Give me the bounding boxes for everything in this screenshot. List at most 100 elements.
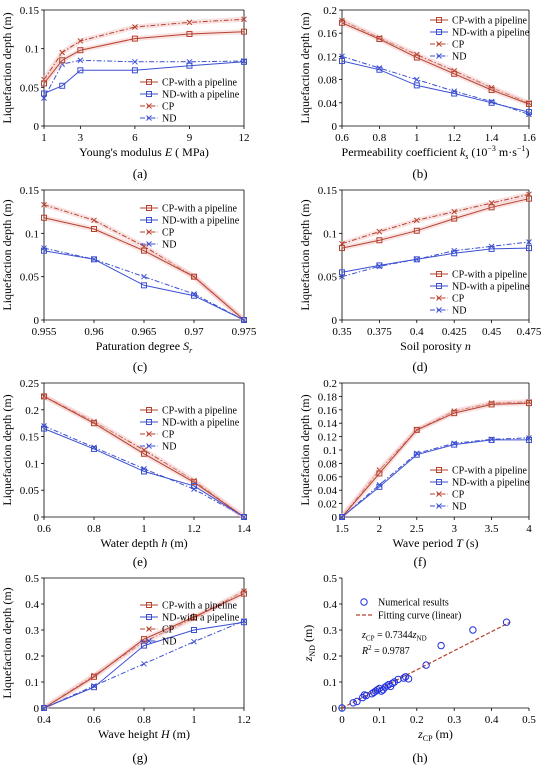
data-point <box>191 292 197 299</box>
legend-marker <box>436 295 442 301</box>
legend-marker <box>146 229 152 235</box>
data-point <box>186 62 193 69</box>
data-point <box>451 250 458 257</box>
data-point <box>91 684 97 691</box>
x-tick-label: 1.6 <box>522 132 536 144</box>
y-tick-label: 0.04 <box>318 98 338 110</box>
data-point <box>59 49 66 56</box>
legend-label: ND-with a pipeline <box>162 90 240 101</box>
data-point <box>413 217 420 224</box>
data-point <box>488 204 495 211</box>
x-tick-label: 2 <box>377 523 383 535</box>
y-tick-label: 0 <box>332 121 338 133</box>
x-axis-label: Wave height H (m) <box>98 727 190 741</box>
data-point <box>526 109 532 116</box>
legend-label: CP-with a pipeline <box>162 204 238 215</box>
legend-marker <box>146 602 152 608</box>
y-tick-label: 0.12 <box>318 432 337 444</box>
scatter-point <box>388 679 397 687</box>
series-line <box>341 22 530 105</box>
scatter-point <box>371 687 380 695</box>
legend-marker <box>146 638 152 644</box>
x-tick-label: 0.475 <box>517 326 542 338</box>
legend-marker <box>146 217 152 223</box>
legend-label: ND-with a pipeline <box>452 282 530 293</box>
series-nd <box>41 619 247 711</box>
data-point <box>526 245 532 252</box>
data-point <box>191 638 197 645</box>
legend-label: ND <box>162 442 176 453</box>
legend-label: Fitting curve (linear) <box>378 611 461 622</box>
legend-label: ND-with a pipeline <box>452 28 530 39</box>
panel-label: (d) <box>412 359 427 374</box>
data-point <box>77 47 84 54</box>
series-cp <box>339 195 532 252</box>
series-nd <box>41 58 247 97</box>
y-tick-label: 0.4 <box>323 599 337 611</box>
y-axis-label: Liquefaction depth (m) <box>298 12 312 123</box>
y-tick-label: 0.15 <box>318 185 338 197</box>
data-point <box>41 425 47 432</box>
legend-label: CP-with a pipeline <box>452 466 528 477</box>
series-line <box>43 250 245 321</box>
series-line <box>341 55 530 115</box>
y-tick-label: 0.05 <box>20 82 40 94</box>
legend-label: CP <box>162 228 175 239</box>
legend-marker <box>436 41 442 47</box>
legend-marker <box>436 17 442 23</box>
legend-label: CP-with a pipeline <box>162 78 238 89</box>
data-point <box>41 80 47 87</box>
y-axis-label: zND (m) <box>301 625 317 663</box>
x-tick-label: 0.425 <box>442 326 467 338</box>
x-tick-label: 1 <box>414 132 420 144</box>
y-tick-label: 0.2 <box>25 651 39 663</box>
x-tick-label: 0.3 <box>447 714 461 726</box>
y-tick-label: 0.02 <box>318 499 337 511</box>
y-tick-label: 0 <box>34 315 40 327</box>
data-point <box>451 410 458 417</box>
legend-label: ND <box>162 637 176 648</box>
series-nd <box>339 436 532 520</box>
x-tick-label: 0.4 <box>410 326 424 338</box>
scatter-point <box>404 675 413 683</box>
data-point <box>241 16 247 23</box>
data-point <box>241 514 247 520</box>
legend-label: CP <box>162 430 175 441</box>
legend-marker <box>436 53 442 59</box>
y-tick-label: 0 <box>34 703 40 715</box>
y-tick-label: 0.1 <box>25 44 39 56</box>
scatter-point <box>502 618 511 626</box>
legend-label: ND-with a pipeline <box>162 216 240 227</box>
data-point <box>376 483 383 490</box>
series-halo <box>341 191 530 247</box>
y-tick-label: 0.06 <box>318 472 338 484</box>
x-tick-label: 0.975 <box>232 326 257 338</box>
panel-label: (c) <box>133 359 147 374</box>
series-line <box>341 60 530 113</box>
series-line <box>341 402 530 518</box>
series-cpd <box>339 191 532 247</box>
x-tick-label: 0.8 <box>373 132 387 144</box>
x-tick-label: 0.965 <box>132 326 157 338</box>
legend-label: ND <box>452 306 466 317</box>
y-tick-label: 0.5 <box>25 573 39 585</box>
series-line <box>43 31 245 84</box>
y-tick-label: 0.5 <box>323 573 337 585</box>
x-tick-label: 3.5 <box>485 523 499 535</box>
data-point <box>413 426 420 433</box>
scatter-point <box>394 675 402 684</box>
data-point <box>241 317 247 323</box>
y-tick-label: 0.4 <box>25 599 39 611</box>
legend-label: ND <box>452 52 466 63</box>
data-point <box>77 57 84 64</box>
series-cpd <box>41 16 247 83</box>
data-point <box>191 614 197 620</box>
legend-label: ND <box>162 240 176 251</box>
x-axis-label: Paturation degree Sr <box>96 339 193 355</box>
x-axis-label: Wave period T (s) <box>392 536 478 550</box>
legend-label: CP-with a pipeline <box>452 270 528 281</box>
data-point <box>376 66 383 73</box>
y-tick-label: 0.1 <box>25 458 39 470</box>
